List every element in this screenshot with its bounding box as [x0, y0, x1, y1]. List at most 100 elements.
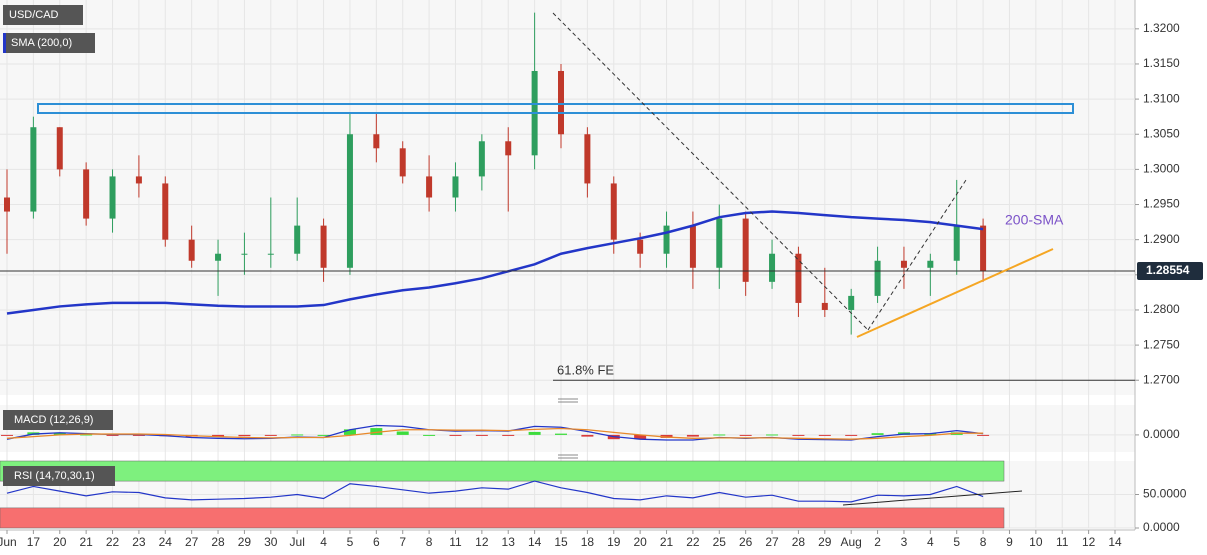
x-tick-label: 20: [633, 535, 647, 549]
x-tick-label: 8: [426, 535, 433, 549]
y-tick-label: 1.2950: [1143, 197, 1180, 211]
candle-body: [320, 225, 327, 268]
x-tick-label: 22: [106, 535, 120, 549]
y-tick-label: 1.2700: [1143, 372, 1180, 386]
candle-body: [716, 218, 723, 268]
x-tick-label: 28: [792, 535, 806, 549]
x-tick-label: 10: [1029, 535, 1043, 549]
histogram-bar: [212, 434, 225, 437]
x-tick-label: 24: [159, 535, 173, 549]
histogram-bar: [792, 434, 805, 436]
candle-body: [821, 302, 828, 310]
fe-label: 61.8% FE: [557, 362, 614, 377]
legend-box: [3, 466, 115, 486]
candle-body: [452, 176, 459, 198]
histogram-bar: [291, 434, 304, 436]
candle-body: [584, 134, 591, 184]
x-tick-label: 5: [347, 535, 354, 549]
x-tick-label: 18: [581, 535, 595, 549]
legend-swatch: [3, 33, 6, 53]
histogram-bar: [871, 433, 884, 435]
x-tick-label: Jul: [290, 535, 305, 549]
sma-line: [6, 210, 984, 315]
candle-body: [399, 148, 406, 177]
x-tick-label: 28: [211, 535, 225, 549]
x-tick-label: 11: [449, 535, 462, 549]
x-tick-label: 27: [185, 535, 199, 549]
y-tick-label: 1.3150: [1143, 56, 1180, 70]
rsi-label: RSI (14,70,30,1): [14, 470, 95, 482]
histogram-bar: [634, 434, 647, 440]
rsi-band: [0, 507, 1005, 529]
histogram-bar: [423, 434, 436, 436]
x-tick-label: 25: [713, 535, 727, 549]
x-tick-label: 29: [818, 535, 832, 549]
x-tick-label: 21: [660, 535, 674, 549]
x-tick-label: 6: [373, 535, 380, 549]
candle-body: [373, 134, 380, 149]
x-tick-label: 23: [132, 535, 146, 549]
candle-body: [267, 253, 274, 255]
histogram-bar: [370, 428, 383, 435]
histogram-bar: [766, 434, 779, 436]
candle-body: [188, 239, 195, 261]
x-tick-label: 3: [901, 535, 908, 549]
histogram-bar: [739, 434, 752, 436]
histogram-bar: [132, 434, 145, 436]
histogram-bar: [475, 434, 488, 436]
histogram-bar: [713, 434, 726, 436]
candle-body: [4, 197, 10, 212]
histogram-bar: [581, 434, 594, 437]
x-tick-label: 27: [765, 535, 779, 549]
last-price-box: [1137, 262, 1203, 281]
x-tick-label: 8: [980, 535, 987, 549]
candle-body: [742, 218, 749, 282]
y-tick-label: 1.3000: [1143, 162, 1180, 176]
x-tick-label: 29: [238, 535, 252, 549]
marks: [0, 12, 1135, 503]
x-tick-label: 4: [927, 535, 934, 549]
histogram-bar: [555, 433, 567, 435]
price-panel: [0, 0, 1135, 395]
x-tick-label: 22: [686, 535, 700, 549]
candle-body: [478, 141, 485, 177]
y-tick-label: 1.2800: [1143, 302, 1180, 316]
candle-body: [689, 225, 696, 268]
candle-body: [900, 260, 907, 268]
support-line: [856, 248, 1054, 338]
legend-box: [3, 33, 95, 53]
x-tick-label: 9: [1006, 535, 1013, 549]
x-tick-label: 2: [874, 535, 881, 549]
x-tick-label: 20: [53, 535, 67, 549]
x-tick-label: 4: [320, 535, 327, 549]
resistance-zone: [37, 103, 1074, 114]
legend-box: [3, 410, 113, 430]
y-tick-label: 1.3050: [1143, 126, 1180, 140]
y-tick-label: 1.3200: [1143, 21, 1180, 35]
x-tick-label: 30: [264, 535, 278, 549]
candle-body: [874, 260, 881, 296]
candle-body: [610, 183, 617, 240]
x-tick-label: 12: [1082, 535, 1096, 549]
trend-line: [867, 179, 967, 331]
y-tick-label: 1.2900: [1143, 232, 1180, 246]
candle-body: [795, 253, 802, 303]
y-tick-label: 1.3100: [1143, 91, 1180, 105]
candle-body: [953, 225, 960, 261]
x-tick-label: 5: [953, 535, 960, 549]
histogram-bar: [1, 434, 13, 436]
histogram-bar: [449, 434, 462, 436]
rsi-band: [0, 460, 1005, 482]
pane-handle[interactable]: [558, 398, 578, 459]
candle-body: [505, 141, 512, 156]
histogram-bar: [238, 434, 251, 437]
x-tick-label: Aug: [841, 535, 862, 549]
candle-body: [109, 176, 116, 219]
histogram-bar: [317, 434, 330, 436]
indicator-label: SMA (200,0): [11, 37, 72, 49]
histogram-bar: [845, 434, 858, 436]
histogram-bar: [686, 434, 699, 437]
candle-body: [346, 134, 353, 268]
histogram-bar: [53, 432, 66, 435]
candle-body: [927, 260, 934, 268]
